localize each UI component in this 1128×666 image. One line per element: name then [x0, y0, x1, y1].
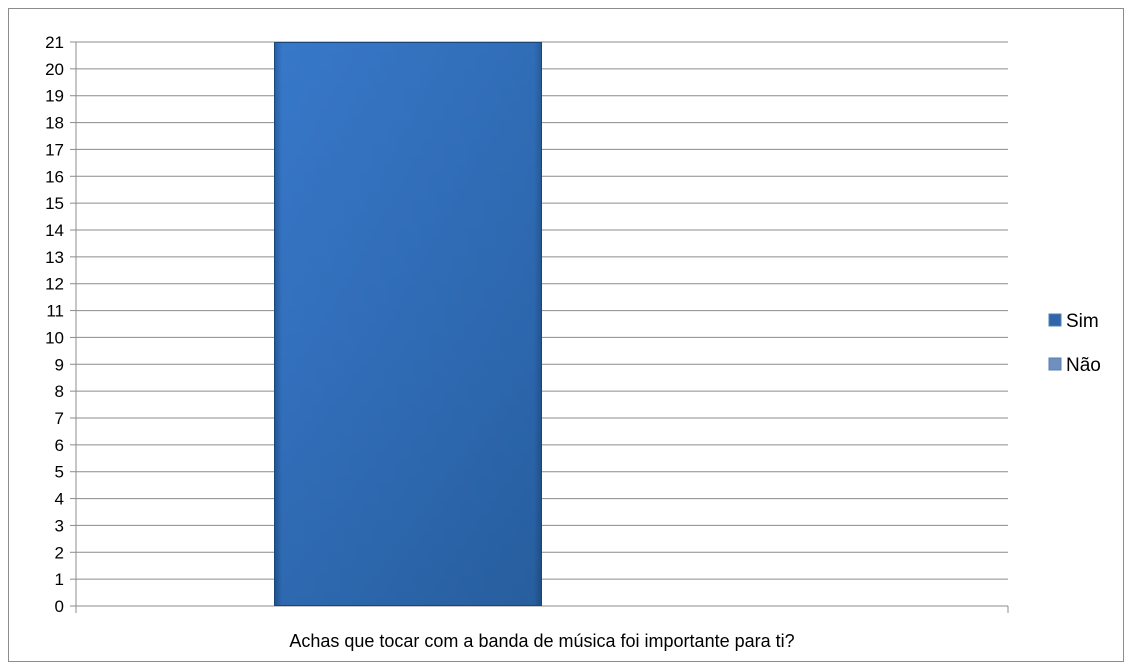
y-tick-label: 20: [45, 60, 64, 79]
bar-shading: [274, 42, 542, 606]
legend-swatch-sim: [1048, 313, 1062, 327]
y-tick-label: 7: [55, 409, 64, 428]
y-tick-label: 2: [55, 543, 64, 562]
y-tick-label: 15: [45, 194, 64, 213]
y-tick-label: 19: [45, 87, 64, 106]
y-tick-label: 5: [55, 463, 64, 482]
y-tick-label: 1: [55, 570, 64, 589]
y-tick-label: 17: [45, 140, 64, 159]
y-tick-label: 16: [45, 167, 64, 186]
y-tick-label: 6: [55, 436, 64, 455]
bars: [274, 42, 542, 606]
bar-outline: [274, 42, 542, 606]
x-category-label: Achas que tocar com a banda de música fo…: [289, 631, 794, 651]
legend-swatch-não: [1048, 357, 1062, 371]
chart-frame: [8, 8, 1124, 662]
y-tick-label: 0: [55, 597, 64, 616]
y-tick-label: 11: [46, 302, 64, 321]
y-tick-label: 4: [55, 490, 64, 509]
legend-label: Sim: [1066, 311, 1099, 332]
y-tick-label: 18: [45, 114, 64, 133]
legend-label: Não: [1066, 355, 1101, 376]
y-tick-label: 3: [55, 516, 64, 535]
y-tick-label: 9: [55, 355, 64, 374]
y-tick-label: 12: [45, 275, 64, 294]
y-tick-label: 21: [45, 33, 64, 52]
y-tick-label: 14: [45, 221, 64, 240]
y-tick-label: 13: [45, 248, 64, 267]
y-tick-label: 8: [55, 382, 64, 401]
y-tick-label: 10: [45, 328, 64, 347]
legend: Sim Não: [1048, 311, 1101, 376]
